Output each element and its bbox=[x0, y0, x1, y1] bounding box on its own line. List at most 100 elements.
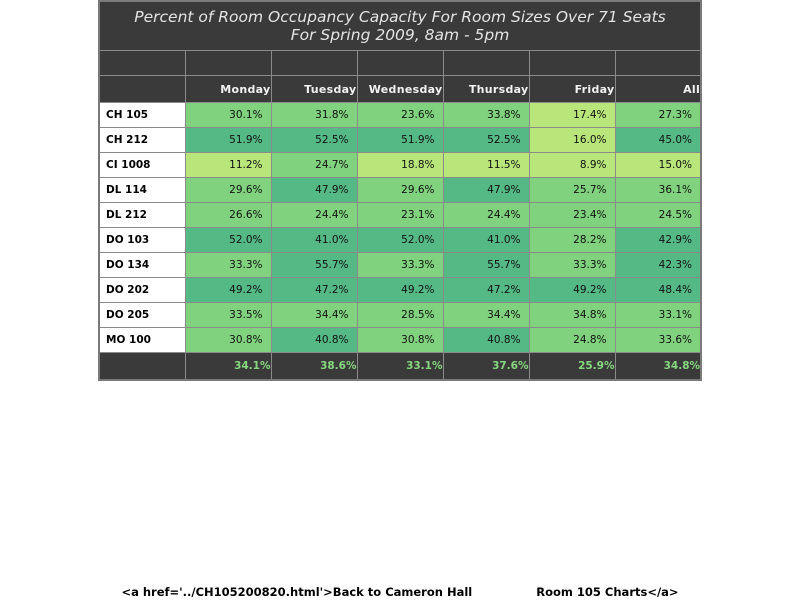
total-cell: 25.9% bbox=[528, 352, 616, 381]
occupancy-cell: 24.7% bbox=[270, 152, 358, 178]
occupancy-cell: 36.1% bbox=[614, 177, 702, 203]
table-row: DO 134 33.3% 55.7% 33.3% 55.7% 33.3% 42.3% bbox=[98, 252, 702, 278]
occupancy-cell: 41.0% bbox=[270, 227, 358, 253]
occupancy-cell: 11.5% bbox=[442, 152, 530, 178]
occupancy-cell: 15.0% bbox=[614, 152, 702, 178]
title-line-1: Percent of Room Occupancy Capacity For R… bbox=[134, 8, 666, 26]
total-cell: 33.1% bbox=[356, 352, 444, 381]
occupancy-cell: 17.4% bbox=[528, 102, 616, 128]
total-cell: 37.6% bbox=[442, 352, 530, 381]
occupancy-cell: 42.3% bbox=[614, 252, 702, 278]
occupancy-cell: 47.2% bbox=[270, 277, 358, 303]
occupancy-cell: 8.9% bbox=[528, 152, 616, 178]
occupancy-cell: 28.5% bbox=[356, 302, 444, 328]
occupancy-cell: 23.1% bbox=[356, 202, 444, 228]
occupancy-cell: 42.9% bbox=[614, 227, 702, 253]
occupancy-cell: 47.9% bbox=[270, 177, 358, 203]
occupancy-table: Percent of Room Occupancy Capacity For R… bbox=[98, 0, 703, 381]
spacer-cell bbox=[442, 50, 530, 76]
table-body: CH 105 30.1% 31.8% 23.6% 33.8% 17.4% 27.3% CH 2… bbox=[98, 102, 702, 353]
column-header: All bbox=[614, 75, 702, 103]
spacer-cell bbox=[614, 50, 702, 76]
occupancy-cell: 30.8% bbox=[184, 327, 272, 353]
table-row: DO 202 49.2% 47.2% 49.2% 47.2% 49.2% 48.4% bbox=[98, 277, 702, 303]
occupancy-cell: 33.5% bbox=[184, 302, 272, 328]
spacer-cell bbox=[528, 50, 616, 76]
room-label: DO 134 bbox=[98, 252, 186, 278]
occupancy-cell: 34.8% bbox=[528, 302, 616, 328]
table-row: DO 205 33.5% 34.4% 28.5% 34.4% 34.8% 33.1% bbox=[98, 302, 702, 328]
occupancy-cell: 24.8% bbox=[528, 327, 616, 353]
occupancy-cell: 33.3% bbox=[356, 252, 444, 278]
room-label: DO 103 bbox=[98, 227, 186, 253]
spacer-cell bbox=[270, 50, 358, 76]
occupancy-cell: 55.7% bbox=[270, 252, 358, 278]
occupancy-cell: 29.6% bbox=[356, 177, 444, 203]
occupancy-cell: 52.0% bbox=[356, 227, 444, 253]
table-row: CH 105 30.1% 31.8% 23.6% 33.8% 17.4% 27.3% bbox=[98, 102, 702, 128]
total-cell: 34.1% bbox=[184, 352, 272, 381]
occupancy-cell: 52.0% bbox=[184, 227, 272, 253]
room-label: DO 202 bbox=[98, 277, 186, 303]
occupancy-cell: 23.4% bbox=[528, 202, 616, 228]
occupancy-cell: 40.8% bbox=[442, 327, 530, 353]
column-header: Friday bbox=[528, 75, 616, 103]
occupancy-cell: 33.6% bbox=[614, 327, 702, 353]
column-header: Monday bbox=[184, 75, 272, 103]
title-line-2: For Spring 2009, 8am - 5pm bbox=[290, 26, 510, 44]
occupancy-cell: 30.1% bbox=[184, 102, 272, 128]
occupancy-cell: 16.0% bbox=[528, 127, 616, 153]
occupancy-cell: 27.3% bbox=[614, 102, 702, 128]
occupancy-cell: 33.3% bbox=[528, 252, 616, 278]
report-title: Percent of Room Occupancy Capacity For R… bbox=[98, 0, 702, 51]
column-header: Tuesday bbox=[270, 75, 358, 103]
back-link-text[interactable]: <a href='../CH105200820.html'>Back to Ca… bbox=[121, 585, 679, 599]
column-header: Wednesday bbox=[356, 75, 444, 103]
occupancy-cell: 24.4% bbox=[270, 202, 358, 228]
occupancy-cell: 52.5% bbox=[442, 127, 530, 153]
header-corner bbox=[98, 75, 186, 103]
occupancy-cell: 11.2% bbox=[184, 152, 272, 178]
occupancy-cell: 52.5% bbox=[270, 127, 358, 153]
occupancy-cell: 41.0% bbox=[442, 227, 530, 253]
room-label: CH 212 bbox=[98, 127, 186, 153]
room-label: DL 212 bbox=[98, 202, 186, 228]
room-label: DO 205 bbox=[98, 302, 186, 328]
header-row: Monday Tuesday Wednesday Thursday Friday… bbox=[98, 75, 702, 103]
table-row: DO 103 52.0% 41.0% 52.0% 41.0% 28.2% 42.9% bbox=[98, 227, 702, 253]
occupancy-cell: 49.2% bbox=[528, 277, 616, 303]
occupancy-cell: 51.9% bbox=[356, 127, 444, 153]
occupancy-cell: 34.4% bbox=[270, 302, 358, 328]
occupancy-cell: 49.2% bbox=[184, 277, 272, 303]
spacer-cell bbox=[184, 50, 272, 76]
occupancy-cell: 47.9% bbox=[442, 177, 530, 203]
occupancy-cell: 49.2% bbox=[356, 277, 444, 303]
column-header: Thursday bbox=[442, 75, 530, 103]
occupancy-cell: 45.0% bbox=[614, 127, 702, 153]
occupancy-cell: 40.8% bbox=[270, 327, 358, 353]
table-row: CI 1008 11.2% 24.7% 18.8% 11.5% 8.9% 15.0% bbox=[98, 152, 702, 178]
total-cell: 34.8% bbox=[614, 352, 702, 381]
occupancy-cell: 47.2% bbox=[442, 277, 530, 303]
occupancy-cell: 48.4% bbox=[614, 277, 702, 303]
room-label: DL 114 bbox=[98, 177, 186, 203]
spacer-cell bbox=[356, 50, 444, 76]
occupancy-cell: 34.4% bbox=[442, 302, 530, 328]
occupancy-cell: 28.2% bbox=[528, 227, 616, 253]
totals-corner bbox=[98, 352, 186, 381]
occupancy-cell: 55.7% bbox=[442, 252, 530, 278]
table-row: DL 114 29.6% 47.9% 29.6% 47.9% 25.7% 36.1% bbox=[98, 177, 702, 203]
table-row: CH 212 51.9% 52.5% 51.9% 52.5% 16.0% 45.0% bbox=[98, 127, 702, 153]
occupancy-cell: 33.1% bbox=[614, 302, 702, 328]
occupancy-cell: 31.8% bbox=[270, 102, 358, 128]
totals-row: 34.1% 38.6% 33.1% 37.6% 25.9% 34.8% bbox=[98, 352, 702, 381]
occupancy-cell: 33.8% bbox=[442, 102, 530, 128]
room-label: MO 100 bbox=[98, 327, 186, 353]
occupancy-cell: 51.9% bbox=[184, 127, 272, 153]
spacer-row bbox=[98, 50, 702, 76]
table-row: MO 100 30.8% 40.8% 30.8% 40.8% 24.8% 33.6% bbox=[98, 327, 702, 353]
room-label: CI 1008 bbox=[98, 152, 186, 178]
room-label: CH 105 bbox=[98, 102, 186, 128]
spacer-cell bbox=[98, 50, 186, 76]
occupancy-cell: 24.5% bbox=[614, 202, 702, 228]
